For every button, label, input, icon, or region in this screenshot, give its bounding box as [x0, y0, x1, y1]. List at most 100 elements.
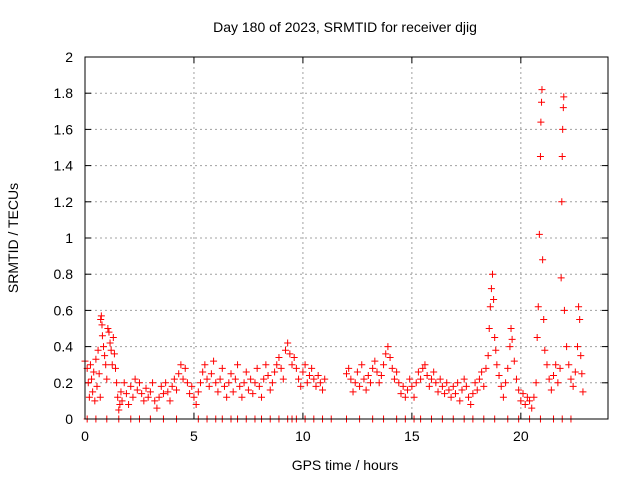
data-point	[412, 379, 420, 387]
data-point	[125, 401, 133, 409]
data-point	[118, 397, 126, 405]
data-point	[364, 372, 372, 380]
data-point	[533, 334, 541, 342]
data-point	[131, 375, 139, 383]
y-tick-label: 1.4	[54, 158, 74, 174]
data-point	[114, 393, 122, 401]
y-tick-label: 1	[65, 230, 73, 246]
data-point	[86, 361, 94, 369]
data-point	[212, 379, 220, 387]
data-point	[162, 379, 170, 387]
data-point	[116, 401, 124, 409]
data-point	[576, 315, 584, 323]
data-point	[297, 382, 305, 390]
data-point	[107, 346, 115, 354]
data-point	[203, 375, 211, 383]
data-point	[225, 379, 233, 387]
data-point	[404, 386, 412, 394]
data-point	[242, 368, 250, 376]
data-point	[266, 386, 274, 394]
data-point	[567, 375, 575, 383]
data-point	[299, 368, 307, 376]
data-point	[539, 256, 547, 264]
data-point	[312, 382, 320, 390]
data-point	[380, 361, 388, 369]
axis-ticks: 00.20.40.60.811.21.41.61.820 5 10 15 20	[54, 49, 608, 444]
data-point	[563, 343, 571, 351]
data-point	[373, 368, 381, 376]
data-point	[451, 390, 459, 398]
data-point	[275, 353, 283, 361]
data-point	[314, 372, 322, 380]
data-point	[554, 379, 562, 387]
data-point	[105, 328, 113, 336]
data-point	[552, 361, 560, 369]
data-point	[216, 375, 224, 383]
data-point	[290, 353, 298, 361]
data-point	[486, 303, 494, 311]
data-point	[97, 312, 105, 320]
data-point	[438, 382, 446, 390]
data-point	[550, 372, 558, 380]
data-point	[127, 382, 135, 390]
data-point	[506, 343, 514, 351]
data-point	[579, 388, 587, 396]
grid-lines	[85, 57, 608, 419]
data-point	[369, 364, 377, 372]
data-point	[343, 370, 350, 378]
data-point	[347, 375, 355, 383]
data-point	[129, 393, 137, 401]
data-point	[445, 386, 453, 394]
data-point	[430, 368, 438, 376]
x-tick-label: 5	[190, 428, 198, 444]
data-point	[218, 364, 226, 372]
data-point	[366, 379, 374, 387]
data-point	[106, 339, 114, 347]
data-point	[351, 379, 359, 387]
data-points	[81, 86, 587, 423]
y-tick-label: 2	[65, 49, 73, 65]
data-point	[308, 364, 316, 372]
data-point	[101, 352, 109, 360]
data-point	[140, 397, 148, 405]
data-point	[425, 382, 433, 390]
data-point	[480, 382, 488, 390]
data-point	[471, 379, 479, 387]
data-point	[456, 397, 464, 405]
data-point	[573, 343, 581, 351]
data-point	[510, 357, 518, 365]
data-point	[179, 375, 187, 383]
data-point	[220, 382, 228, 390]
data-point	[443, 379, 451, 387]
data-point	[90, 368, 98, 376]
data-point	[512, 375, 520, 383]
data-point	[292, 364, 300, 372]
data-point	[360, 375, 368, 383]
data-point	[166, 397, 174, 405]
data-point	[236, 382, 244, 390]
data-point	[253, 364, 261, 372]
data-point	[194, 388, 202, 396]
data-point	[262, 361, 270, 369]
data-point	[534, 303, 542, 311]
data-point	[397, 390, 405, 398]
data-point	[441, 390, 449, 398]
data-point	[577, 352, 585, 360]
y-tick-label: 0.2	[54, 375, 74, 391]
data-point	[454, 379, 462, 387]
data-point	[149, 379, 157, 387]
data-point	[482, 364, 490, 372]
data-point	[108, 361, 116, 369]
y-tick-label: 0	[65, 411, 73, 427]
data-point	[271, 368, 279, 376]
data-point	[543, 361, 551, 369]
data-point	[170, 375, 178, 383]
data-point	[112, 364, 120, 372]
data-point	[120, 379, 128, 387]
data-point	[565, 361, 573, 369]
data-point	[528, 404, 536, 412]
data-point	[478, 368, 486, 376]
data-point	[540, 315, 548, 323]
data-point	[401, 393, 409, 401]
